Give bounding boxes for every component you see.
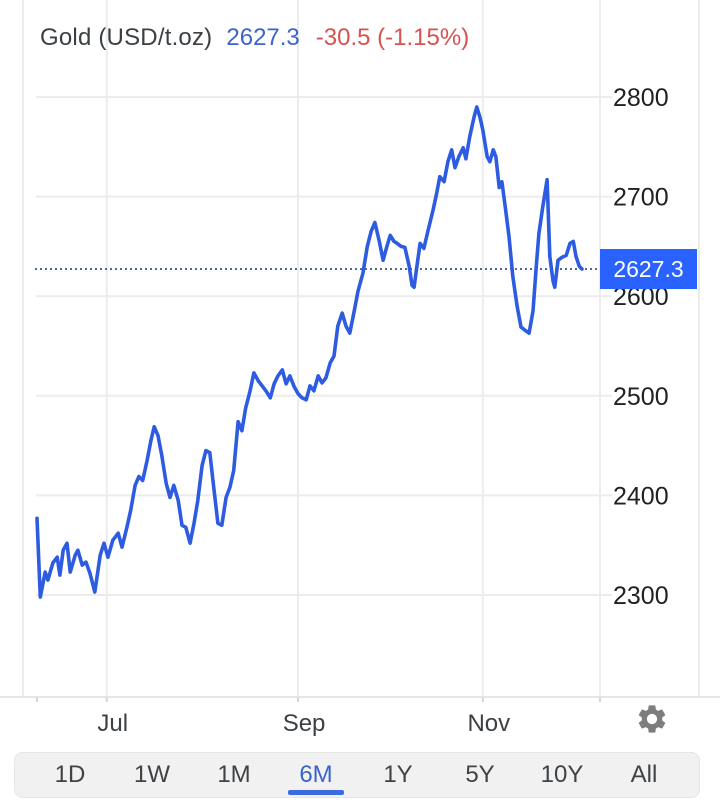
range-tab-1w[interactable]: 1W — [111, 753, 193, 797]
range-tabbar: 1D 1W 1M 6M 1Y 5Y 10Y All — [14, 752, 700, 798]
range-tab-1m[interactable]: 1M — [193, 753, 275, 797]
current-price-label-box — [600, 249, 697, 290]
gear-icon — [638, 705, 666, 733]
y-axis-tick-label: 2700 — [613, 184, 669, 212]
range-tab-all[interactable]: All — [603, 753, 685, 797]
x-axis-tick-label: Nov — [467, 710, 510, 737]
y-axis-tick-label: 2400 — [613, 482, 669, 510]
price-change: -30.5 (-1.15%) — [315, 24, 470, 51]
settings-button[interactable] — [634, 702, 670, 738]
y-axis-tick-label: 2500 — [613, 383, 669, 411]
price-line-series — [35, 105, 584, 599]
range-tab-10y[interactable]: 10Y — [521, 753, 603, 797]
range-tab-5y[interactable]: 5Y — [439, 753, 521, 797]
instrument-title: Gold (USD/t.oz) — [40, 24, 213, 51]
range-tab-1d[interactable]: 1D — [29, 753, 111, 797]
current-price-label: 2627.3 — [613, 256, 683, 282]
y-axis-tick-label: 2800 — [613, 84, 669, 112]
range-tab-1y[interactable]: 1Y — [357, 753, 439, 797]
x-axis-tick-label: Jul — [97, 710, 128, 737]
x-axis-tick-label: Sep — [283, 710, 326, 737]
chart-header: Gold (USD/t.oz) 2627.3 -30.5 (-1.15%) — [40, 24, 469, 52]
range-tab-6m[interactable]: 6M — [275, 753, 357, 797]
last-price: 2627.3 — [226, 24, 300, 51]
y-axis-tick-label: 2300 — [613, 582, 669, 610]
